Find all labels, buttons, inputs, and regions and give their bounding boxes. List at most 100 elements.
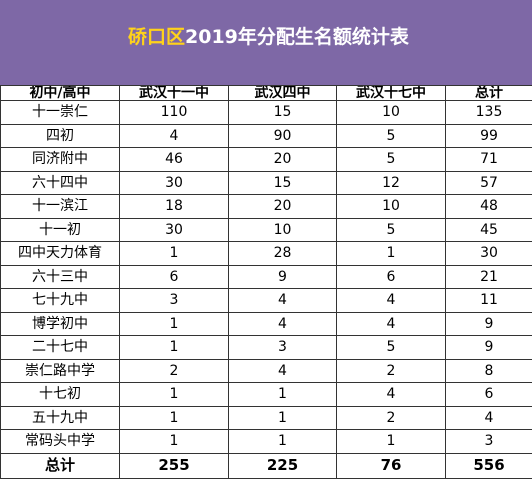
cell-value: 20 (228, 194, 337, 219)
cell-value: 110 (119, 100, 229, 125)
table-row: 十一滨江 18 20 10 48 (0, 194, 532, 219)
cell-value: 5 (336, 335, 446, 360)
table-row: 四初 4 90 5 99 (0, 123, 532, 149)
allocation-table: 初中/高中 武汉十一中 武汉四中 武汉十七中 总计 十一崇仁 110 15 10… (0, 85, 532, 479)
cell-value: 15 (228, 100, 337, 125)
cell-value: 1 (228, 429, 337, 454)
row-school-name: 四中天力体育 (0, 241, 120, 266)
table-title: 硚口区2019年分配生名额统计表 (128, 22, 409, 49)
cell-value: 4 (336, 288, 446, 313)
cell-value: 1 (119, 429, 229, 454)
header-school-17: 武汉十七中 (336, 85, 446, 101)
cell-total: 30 (445, 241, 532, 266)
table-row: 四中天力体育 1 28 1 30 (0, 241, 532, 266)
cell-total: 6 (445, 382, 532, 407)
row-school-name: 同济附中 (0, 147, 120, 172)
cell-value: 5 (336, 217, 446, 243)
row-school-name: 常码头中学 (0, 429, 120, 454)
row-school-name: 崇仁路中学 (0, 358, 120, 384)
table-row: 十一初 30 10 5 45 (0, 217, 532, 243)
cell-total: 57 (445, 170, 532, 196)
row-school-name: 十一崇仁 (0, 100, 120, 125)
row-school-name: 六十四中 (0, 170, 120, 196)
total-value: 76 (336, 452, 446, 479)
table-row: 博学初中 1 4 4 9 (0, 311, 532, 337)
cell-value: 1 (119, 311, 229, 337)
cell-value: 1 (336, 241, 446, 266)
cell-value: 1 (119, 382, 229, 407)
row-school-name: 博学初中 (0, 311, 120, 337)
cell-value: 20 (228, 147, 337, 172)
cell-value: 10 (336, 100, 446, 125)
table-row: 十七初 1 1 4 6 (0, 382, 532, 407)
cell-value: 4 (228, 288, 337, 313)
cell-value: 9 (228, 264, 337, 290)
cell-value: 30 (119, 217, 229, 243)
cell-value: 4 (336, 382, 446, 407)
header-total: 总计 (445, 85, 532, 101)
cell-total: 99 (445, 123, 532, 149)
cell-total: 9 (445, 335, 532, 360)
cell-value: 2 (336, 358, 446, 384)
row-school-name: 四初 (0, 123, 120, 149)
row-school-name: 六十三中 (0, 264, 120, 290)
table-row: 同济附中 46 20 5 71 (0, 147, 532, 172)
total-label: 总计 (0, 452, 120, 479)
cell-value: 1 (228, 382, 337, 407)
cell-total: 21 (445, 264, 532, 290)
table-row: 崇仁路中学 2 4 2 8 (0, 358, 532, 384)
cell-total: 71 (445, 147, 532, 172)
header-school: 初中/高中 (0, 85, 120, 101)
cell-total: 11 (445, 288, 532, 313)
table-row: 七十九中 3 4 4 11 (0, 288, 532, 313)
header-school-4: 武汉四中 (228, 85, 337, 101)
cell-value: 3 (119, 288, 229, 313)
cell-value: 30 (119, 170, 229, 196)
total-value: 255 (119, 452, 229, 479)
cell-value: 4 (228, 358, 337, 384)
row-school-name: 十一初 (0, 217, 120, 243)
cell-value: 2 (336, 405, 446, 431)
grand-total: 556 (445, 452, 532, 479)
total-value: 225 (228, 452, 337, 479)
cell-value: 4 (119, 123, 229, 149)
header-school-11: 武汉十一中 (119, 85, 229, 101)
cell-value: 90 (228, 123, 337, 149)
cell-total: 3 (445, 429, 532, 454)
cell-value: 10 (336, 194, 446, 219)
cell-total: 135 (445, 100, 532, 125)
cell-value: 3 (228, 335, 337, 360)
cell-value: 10 (228, 217, 337, 243)
cell-value: 4 (336, 311, 446, 337)
cell-value: 5 (336, 123, 446, 149)
cell-value: 4 (228, 311, 337, 337)
table-row: 常码头中学 1 1 1 3 (0, 429, 532, 454)
cell-value: 6 (119, 264, 229, 290)
cell-value: 28 (228, 241, 337, 266)
table-row: 十一崇仁 110 15 10 135 (0, 100, 532, 125)
row-school-name: 十一滨江 (0, 194, 120, 219)
table-row: 五十九中 1 1 2 4 (0, 405, 532, 431)
cell-value: 12 (336, 170, 446, 196)
cell-value: 1 (119, 405, 229, 431)
cell-value: 1 (228, 405, 337, 431)
row-school-name: 十七初 (0, 382, 120, 407)
cell-value: 5 (336, 147, 446, 172)
district-name: 硚口区 (128, 26, 186, 48)
cell-value: 15 (228, 170, 337, 196)
cell-total: 9 (445, 311, 532, 337)
table-row: 二十七中 1 3 5 9 (0, 335, 532, 360)
row-school-name: 二十七中 (0, 335, 120, 360)
table-row: 六十三中 6 9 6 21 (0, 264, 532, 290)
cell-value: 1 (336, 429, 446, 454)
title-banner: 硚口区2019年分配生名额统计表 (0, 0, 532, 85)
header-row: 初中/高中 武汉十一中 武汉四中 武汉十七中 总计 (0, 85, 532, 101)
cell-total: 45 (445, 217, 532, 243)
cell-value: 1 (119, 335, 229, 360)
cell-value: 46 (119, 147, 229, 172)
cell-value: 2 (119, 358, 229, 384)
row-school-name: 五十九中 (0, 405, 120, 431)
cell-total: 48 (445, 194, 532, 219)
title-text: 2019年分配生名额统计表 (185, 26, 409, 48)
total-row: 总计 255 225 76 556 (0, 452, 532, 479)
